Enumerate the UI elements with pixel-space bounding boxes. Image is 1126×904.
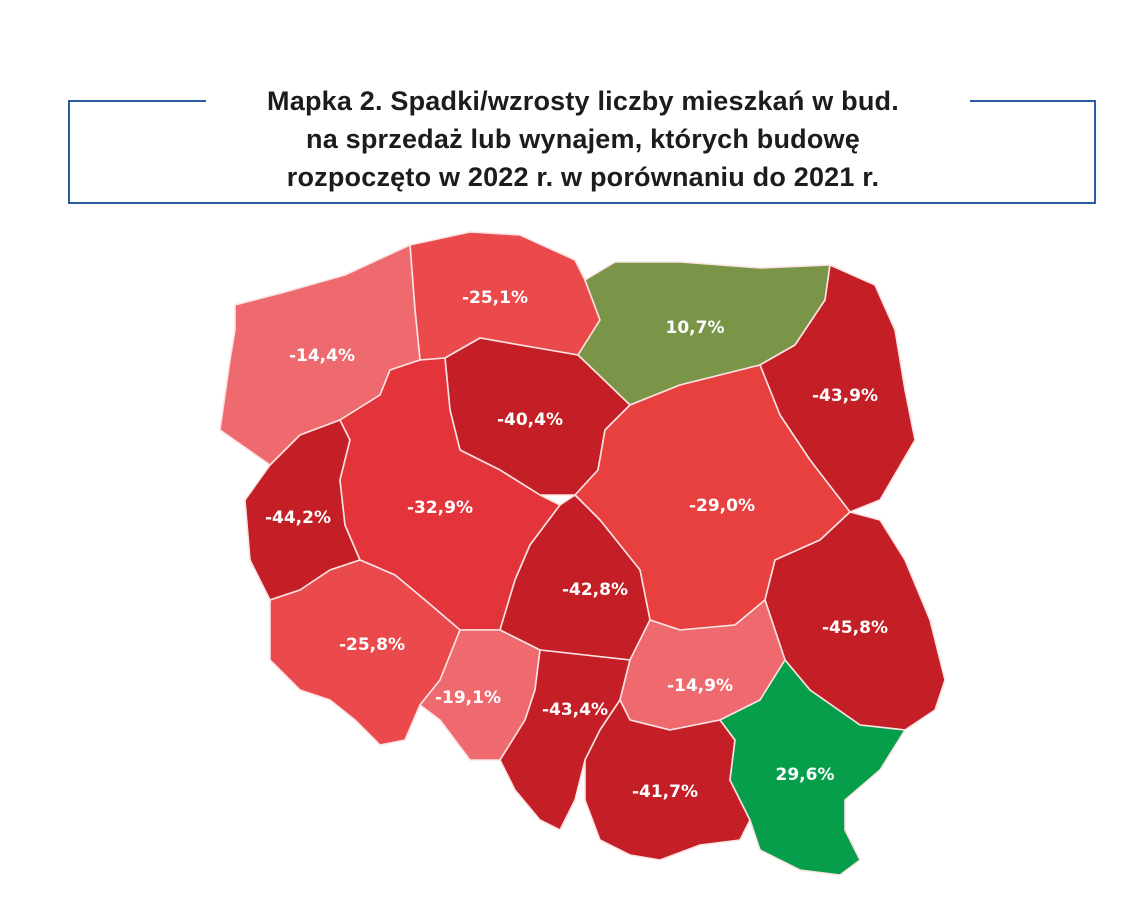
title-line-3: rozpoczęto w 2022 r. w porównaniu do 202… xyxy=(286,162,880,192)
map-title: Mapka 2. Spadki/wzrosty liczby mieszkań … xyxy=(200,82,966,196)
label-pomorskie: -25,1% xyxy=(462,288,528,308)
region-lubelskie: -45,8% xyxy=(764,511,946,731)
title-line-1: Mapka 2. Spadki/wzrosty liczby mieszkań … xyxy=(267,86,899,116)
label-mazowieckie: -29,0% xyxy=(689,496,755,516)
label-swietokrzyskie: -14,9% xyxy=(667,676,733,696)
region-mazowieckie: -29,0% xyxy=(574,364,851,631)
label-warminsko-mazurskie: 10,7% xyxy=(666,318,725,338)
label-slaskie: -43,4% xyxy=(542,700,608,720)
label-wielkopolskie: -32,9% xyxy=(407,498,473,518)
region-pomorskie: -25,1% xyxy=(409,231,601,361)
label-opolskie: -19,1% xyxy=(435,688,501,708)
region-malopolskie: -41,7% xyxy=(584,699,751,861)
label-podkarpackie: 29,6% xyxy=(776,765,835,785)
title-frame xyxy=(68,100,1096,204)
label-lodzkie: -42,8% xyxy=(562,580,628,600)
label-lubelskie: -45,8% xyxy=(822,618,888,638)
title-line-2: na sprzedaż lub wynajem, których budowę xyxy=(306,124,860,154)
label-malopolskie: -41,7% xyxy=(632,782,698,802)
label-lubuskie: -44,2% xyxy=(265,508,331,528)
label-kujawsko-pomorskie: -40,4% xyxy=(497,410,563,430)
region-slaskie: -43,4% xyxy=(499,649,631,831)
label-zachodniopomorskie: -14,4% xyxy=(289,346,355,366)
region-podkarpackie: 29,6% xyxy=(719,659,906,876)
label-podlaskie: -43,9% xyxy=(812,386,878,406)
label-dolnoslaskie: -25,8% xyxy=(339,635,405,655)
